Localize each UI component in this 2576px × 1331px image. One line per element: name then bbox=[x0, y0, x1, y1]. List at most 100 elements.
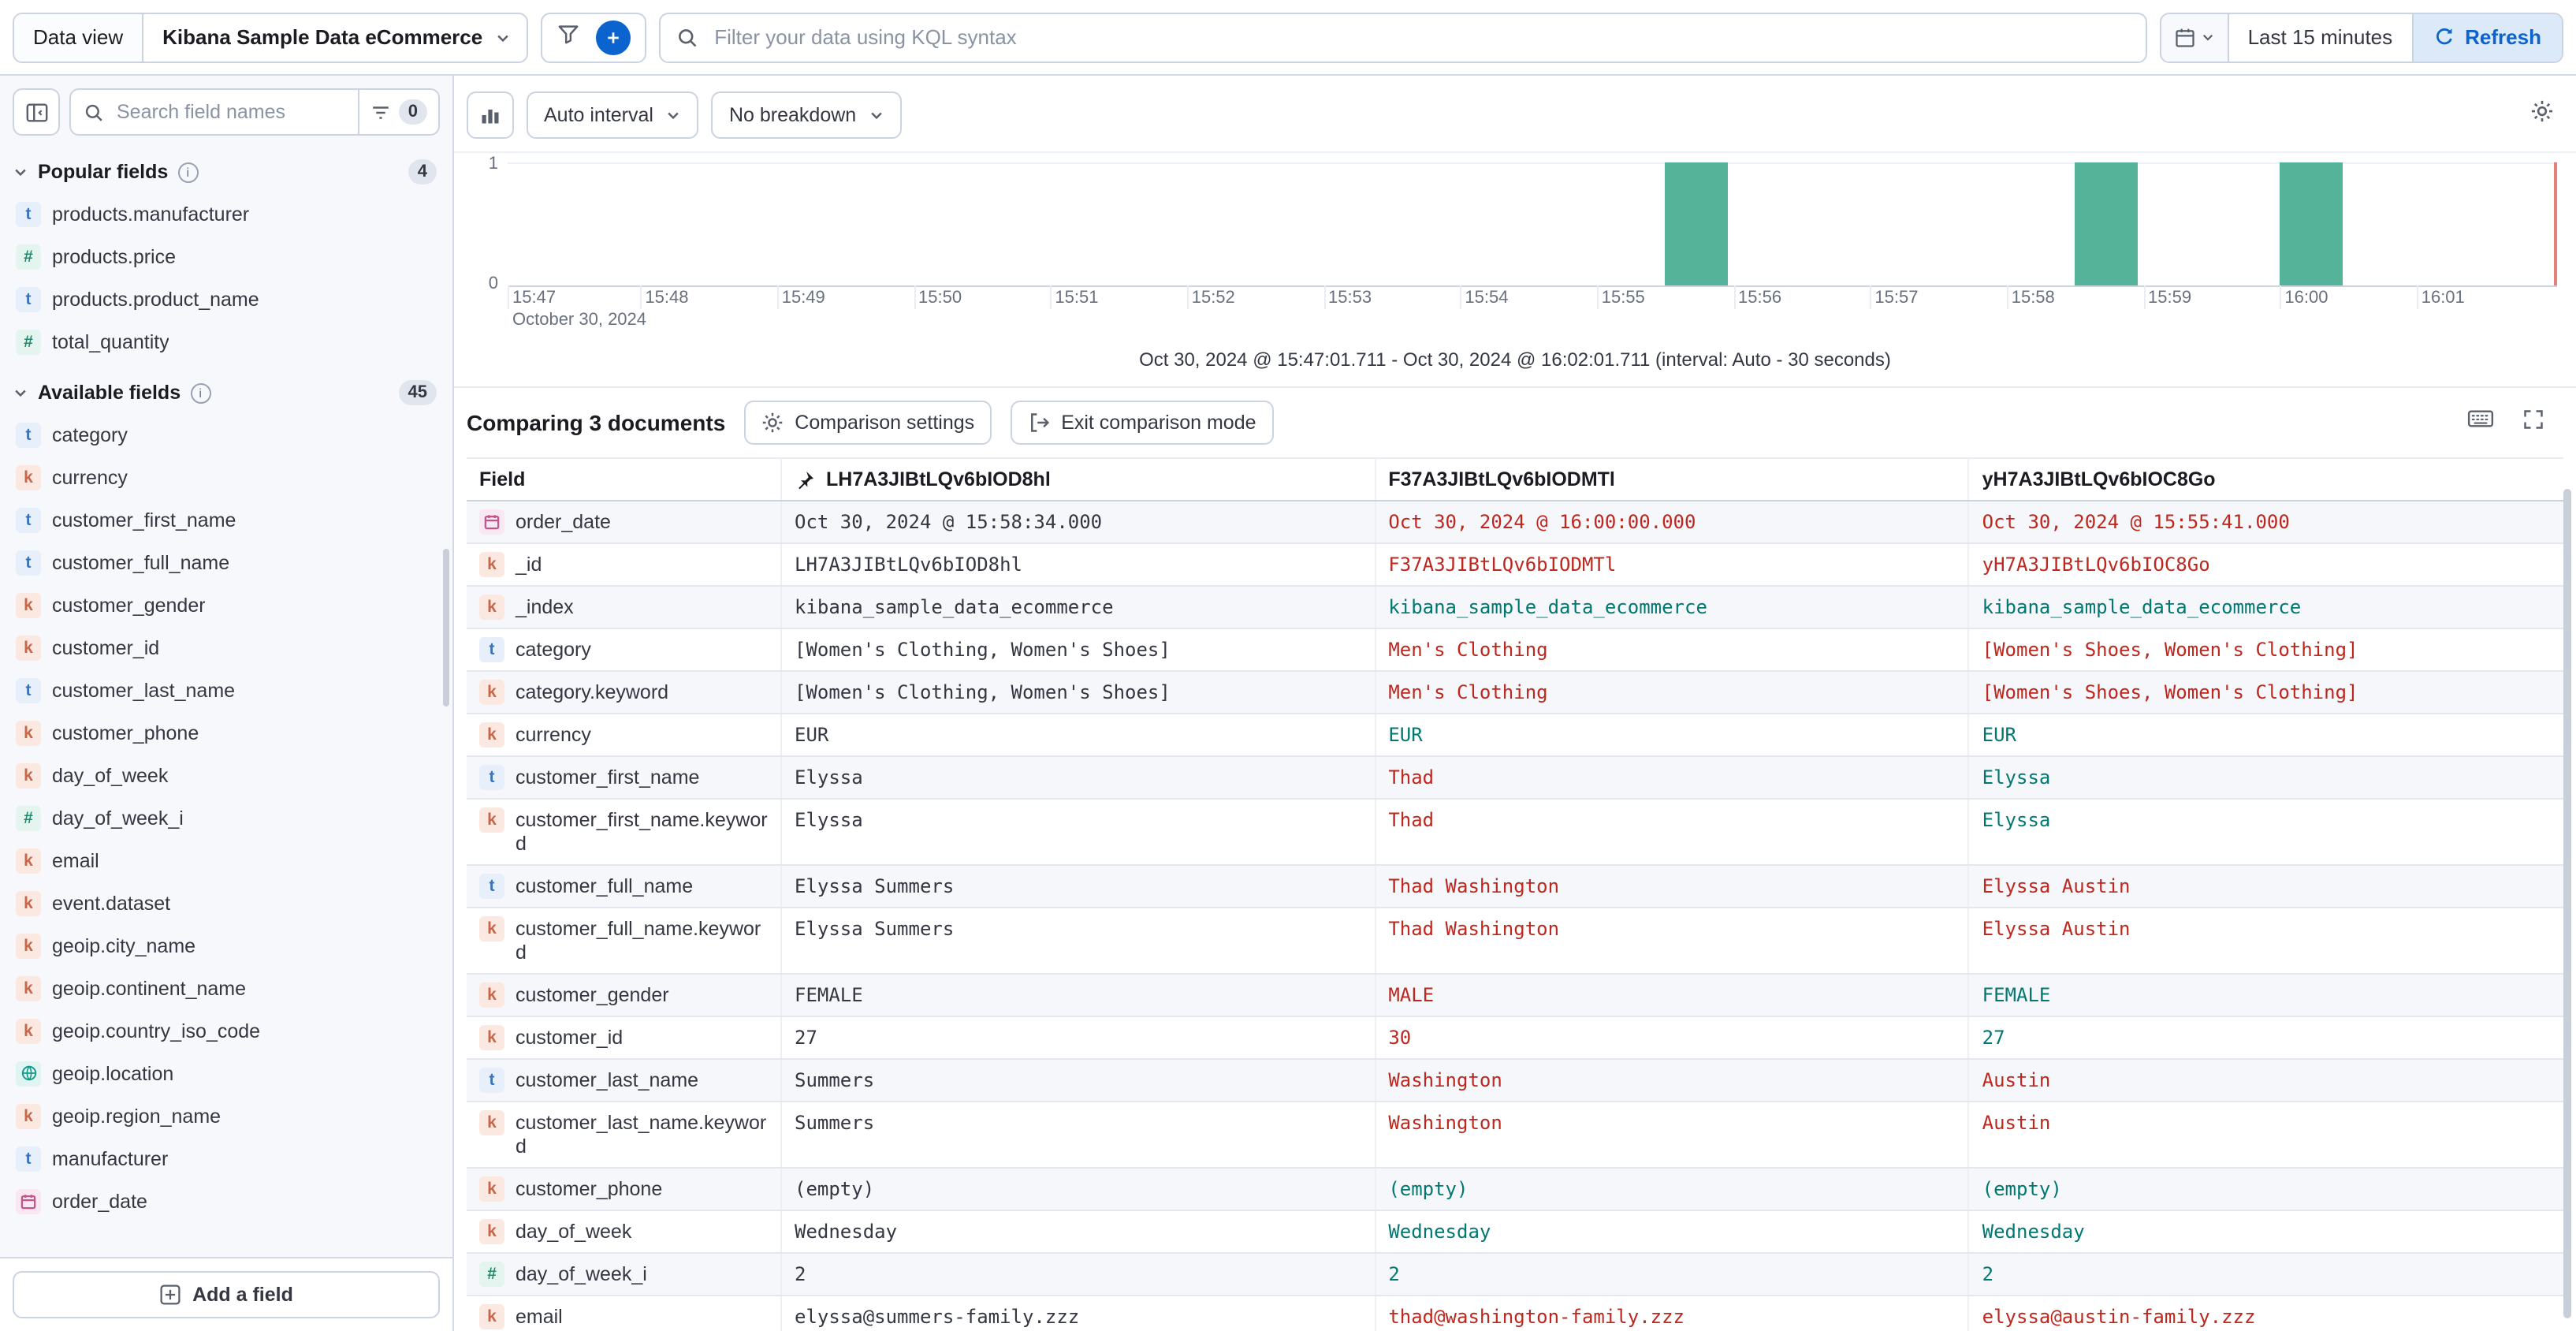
x-axis: 15:47 15:48 15:49 15:50 15:51 15:52 15:53 15:54… bbox=[508, 285, 2557, 309]
table-row[interactable]: t customer_full_name Elyssa Summers Thad… bbox=[467, 866, 2563, 908]
filter-menu-button[interactable] bbox=[557, 21, 580, 53]
doc-column-header[interactable]: yH7A3JIBtLQv6bIOC8Go bbox=[1982, 468, 2216, 490]
table-row[interactable]: k customer_id 27 30 27 bbox=[467, 1017, 2563, 1060]
field-name: customer_gender bbox=[52, 594, 206, 616]
field-name: day_of_week bbox=[52, 764, 169, 786]
table-row[interactable]: k day_of_week Wednesday Wednesday Wednes… bbox=[467, 1211, 2563, 1254]
table-row[interactable]: t category [Women's Clothing, Women's Sh… bbox=[467, 629, 2563, 672]
table-row[interactable]: k customer_phone (empty) (empty) (empty) bbox=[467, 1169, 2563, 1211]
table-row[interactable]: # day_of_week_i 2 2 2 bbox=[467, 1254, 2563, 1296]
x-tick-mark bbox=[1050, 285, 1052, 309]
field-list-item[interactable]: geoip.location bbox=[0, 1052, 452, 1094]
field-list-item[interactable]: k currency bbox=[0, 456, 452, 498]
histogram-bar[interactable] bbox=[2075, 162, 2139, 285]
doc-value: (empty) bbox=[1375, 1169, 1970, 1210]
main-content: Auto interval No breakdown 1 0 15 bbox=[454, 76, 2576, 1331]
search-icon bbox=[84, 102, 104, 122]
field-list-item[interactable]: k geoip.continent_name bbox=[0, 967, 452, 1009]
table-row[interactable]: k _index kibana_sample_data_ecommerce ki… bbox=[467, 587, 2563, 629]
field-search-input[interactable] bbox=[114, 99, 348, 125]
breakdown-dropdown[interactable]: No breakdown bbox=[711, 91, 903, 139]
interval-dropdown[interactable]: Auto interval bbox=[527, 91, 699, 139]
doc-value: Elyssa Austin bbox=[1982, 875, 2131, 897]
field-list-item[interactable]: t customer_last_name bbox=[0, 669, 452, 711]
table-row[interactable]: t customer_last_name Summers Washington … bbox=[467, 1060, 2563, 1102]
field-list-item[interactable]: # day_of_week_i bbox=[0, 796, 452, 839]
field-list-item[interactable]: k customer_id bbox=[0, 626, 452, 669]
comparison-settings-button[interactable]: Comparison settings bbox=[744, 401, 992, 445]
x-tick-mark bbox=[1596, 285, 1599, 309]
add-field-button[interactable]: Add a field bbox=[13, 1271, 440, 1318]
histogram-bar[interactable] bbox=[2280, 162, 2343, 285]
x-tick-mark bbox=[2143, 285, 2146, 309]
field-type-icon: t bbox=[16, 201, 41, 226]
table-row[interactable]: k currency EUR EUR EUR bbox=[467, 714, 2563, 757]
field-type-icon: # bbox=[16, 805, 41, 830]
field-list-item[interactable]: t customer_full_name bbox=[0, 541, 452, 583]
sidebar-scrollbar[interactable] bbox=[443, 549, 449, 707]
field-list-item[interactable]: k day_of_week bbox=[0, 754, 452, 796]
search-icon bbox=[676, 26, 698, 48]
field-type-icon: t bbox=[479, 765, 504, 790]
field-list-item[interactable]: t products.product_name bbox=[0, 278, 452, 320]
x-tick-label: 15:55 bbox=[1601, 289, 1645, 308]
keyboard-shortcuts-button[interactable] bbox=[2467, 408, 2494, 437]
time-range-button[interactable]: Last 15 minutes bbox=[2229, 13, 2412, 61]
date-picker-button[interactable] bbox=[2161, 13, 2229, 61]
table-row[interactable]: k category.keyword [Women's Clothing, Wo… bbox=[467, 672, 2563, 714]
field-cell: k category.keyword bbox=[467, 672, 782, 713]
field-list-item[interactable]: k email bbox=[0, 839, 452, 882]
field-type-icon: k bbox=[479, 807, 504, 833]
fullscreen-button[interactable] bbox=[2522, 408, 2544, 438]
doc-column-header[interactable]: LH7A3JIBtLQv6bIOD8hl bbox=[782, 459, 1376, 500]
add-filter-button[interactable] bbox=[596, 20, 631, 54]
table-row[interactable]: k customer_first_name.keyword Elyssa Tha… bbox=[467, 800, 2563, 866]
field-column-header[interactable]: Field bbox=[467, 459, 782, 500]
doc-value: 27 bbox=[1982, 1027, 2005, 1049]
table-row[interactable]: k _id LH7A3JIBtLQv6bIOD8hl F37A3JIBtLQv6… bbox=[467, 544, 2563, 587]
table-row[interactable]: k customer_last_name.keyword Summers Was… bbox=[467, 1102, 2563, 1169]
field-list-item[interactable]: k geoip.country_iso_code bbox=[0, 1009, 452, 1052]
doc-value: EUR bbox=[1982, 724, 2017, 746]
chart-options-button[interactable] bbox=[2530, 99, 2554, 131]
table-row[interactable]: k customer_full_name.keyword Elyssa Summ… bbox=[467, 908, 2563, 975]
field-name: geoip.city_name bbox=[52, 934, 196, 956]
chart-type-button[interactable] bbox=[467, 91, 514, 139]
x-tick-label: 16:00 bbox=[2284, 289, 2328, 308]
field-list-item[interactable]: # total_quantity bbox=[0, 320, 452, 363]
refresh-button[interactable]: Refresh bbox=[2411, 13, 2562, 61]
exit-comparison-button[interactable]: Exit comparison mode bbox=[1011, 401, 1274, 445]
field-list-item[interactable]: k event.dataset bbox=[0, 882, 452, 924]
doc-value-base: Wednesday bbox=[782, 1211, 1376, 1252]
field-list-item[interactable]: k customer_phone bbox=[0, 711, 452, 754]
field-list-item[interactable]: t customer_first_name bbox=[0, 498, 452, 541]
kql-input[interactable] bbox=[711, 24, 2130, 50]
histogram-bar[interactable] bbox=[1665, 162, 1729, 285]
field-type-icon: k bbox=[16, 1018, 41, 1043]
table-row[interactable]: order_date Oct 30, 2024 @ 15:58:34.000 O… bbox=[467, 501, 2563, 544]
field-filter-button[interactable]: 0 bbox=[357, 90, 438, 134]
doc-column-header[interactable]: F37A3JIBtLQv6bIODMTl bbox=[1375, 459, 1970, 500]
x-tick-label: 15:56 bbox=[1738, 289, 1782, 308]
table-row[interactable]: k email elyssa@summers-family.zzz thad@w… bbox=[467, 1296, 2563, 1331]
field-list-item[interactable]: t manufacturer bbox=[0, 1137, 452, 1180]
field-list-item[interactable]: k geoip.region_name bbox=[0, 1094, 452, 1137]
field-list-item[interactable]: # products.price bbox=[0, 235, 452, 278]
table-row[interactable]: t customer_first_name Elyssa Thad Elyssa bbox=[467, 757, 2563, 800]
field-list-item[interactable]: k customer_gender bbox=[0, 583, 452, 626]
field-type-icon: t bbox=[16, 422, 41, 447]
collapse-sidebar-button[interactable] bbox=[13, 88, 60, 136]
field-name: email bbox=[516, 1306, 563, 1328]
field-list-item[interactable]: k geoip.city_name bbox=[0, 924, 452, 967]
available-fields-header[interactable]: Available fields i 45 bbox=[0, 369, 452, 413]
table-scrollbar[interactable] bbox=[2563, 489, 2571, 1318]
doc-value: [Women's Shoes, Women's Clothing] bbox=[1982, 639, 2358, 661]
table-row[interactable]: k customer_gender FEMALE MALE FEMALE bbox=[467, 975, 2563, 1017]
doc-value-base: [Women's Clothing, Women's Shoes] bbox=[782, 629, 1376, 670]
field-list-item[interactable]: t category bbox=[0, 413, 452, 456]
field-type-icon: t bbox=[16, 286, 41, 311]
field-list-item[interactable]: order_date bbox=[0, 1180, 452, 1222]
data-view-button[interactable]: Kibana Sample Data eCommerce bbox=[143, 13, 527, 61]
field-list-item[interactable]: t products.manufacturer bbox=[0, 192, 452, 235]
popular-fields-header[interactable]: Popular fields i 4 bbox=[0, 148, 452, 192]
